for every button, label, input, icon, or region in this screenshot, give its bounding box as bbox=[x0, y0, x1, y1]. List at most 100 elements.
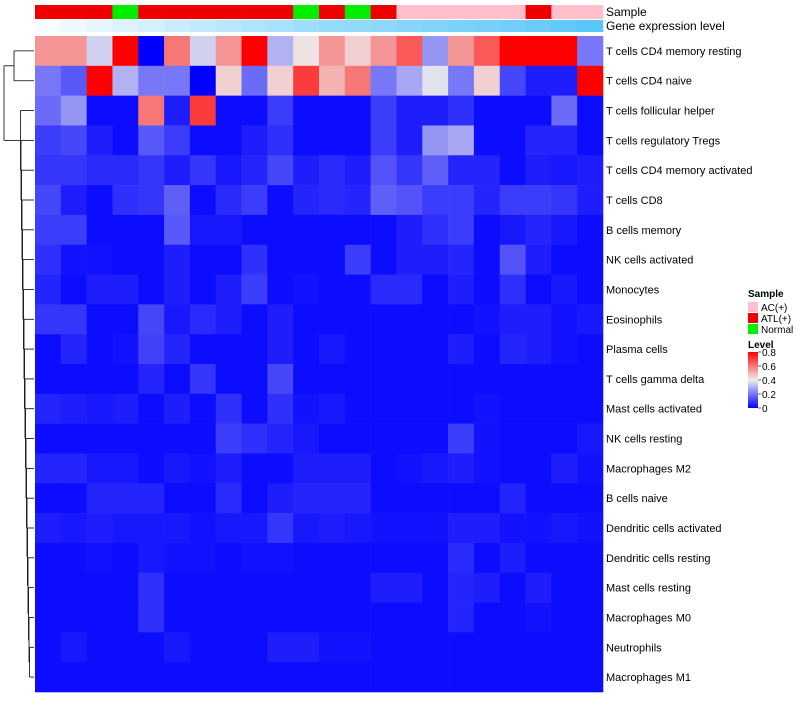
heatmap-cell bbox=[189, 125, 217, 156]
heatmap-cell bbox=[319, 125, 346, 156]
heatmap-cell bbox=[293, 632, 320, 663]
heatmap-cell bbox=[138, 602, 165, 633]
heatmap-cell bbox=[319, 185, 346, 216]
heatmap-cell bbox=[60, 185, 87, 216]
heatmap-cell bbox=[448, 65, 475, 96]
row-label: B cells naive bbox=[606, 493, 668, 505]
heatmap-cell bbox=[473, 632, 501, 663]
heatmap-cell bbox=[319, 364, 346, 395]
heatmap-cell bbox=[448, 542, 475, 574]
heatmap-cell bbox=[370, 453, 397, 484]
heatmap-cell bbox=[370, 95, 397, 126]
row-label: Neutrophils bbox=[606, 642, 662, 654]
heatmap-cell bbox=[499, 185, 526, 216]
heatmap-cell bbox=[499, 65, 526, 96]
heatmap-cell bbox=[370, 274, 397, 305]
heatmap-cell bbox=[241, 304, 268, 335]
heatmap-cell bbox=[164, 274, 191, 305]
heatmap-cell bbox=[422, 572, 449, 603]
heatmap-cell bbox=[60, 632, 87, 663]
row-label: T cells CD4 memory activated bbox=[606, 165, 753, 177]
heatmap-cell bbox=[60, 155, 87, 186]
heatmap-cell bbox=[551, 304, 578, 335]
heatmap-cell bbox=[86, 334, 113, 365]
heatmap-cell bbox=[189, 423, 217, 454]
heatmap-cell bbox=[499, 423, 526, 454]
heatmap-cell bbox=[525, 423, 552, 454]
heatmap-cell bbox=[370, 423, 397, 454]
heatmap-cell bbox=[370, 542, 397, 574]
heatmap-cell bbox=[189, 513, 217, 544]
row-label: Plasma cells bbox=[606, 344, 668, 356]
heatmap-cell bbox=[241, 602, 268, 633]
heatmap-cell bbox=[164, 513, 191, 544]
heatmap-cell bbox=[189, 662, 217, 693]
heatmap-cell bbox=[577, 95, 604, 126]
sample-annotation-cell bbox=[525, 5, 552, 19]
heatmap-cell bbox=[396, 125, 423, 156]
heatmap-cell bbox=[396, 542, 423, 574]
heatmap-cell bbox=[112, 602, 139, 633]
heatmap-cell bbox=[525, 304, 552, 335]
heatmap-cell bbox=[473, 542, 501, 574]
heatmap-cell bbox=[577, 483, 604, 514]
heatmap-cell bbox=[473, 214, 501, 246]
heatmap-cell bbox=[189, 36, 217, 67]
heatmap-cell bbox=[164, 662, 191, 693]
heatmap-cell bbox=[499, 334, 526, 365]
sample-annotation-cell bbox=[396, 5, 423, 19]
level-legend-tick-label: 0.4 bbox=[762, 376, 776, 387]
sample-annotation-title: Sample bbox=[606, 5, 647, 19]
heatmap-cell bbox=[473, 602, 501, 633]
heatmap-cell bbox=[577, 274, 604, 305]
heatmap-cell bbox=[319, 453, 346, 484]
heatmap-cell bbox=[577, 364, 604, 395]
heatmap-cell bbox=[112, 513, 139, 544]
heatmap-cell bbox=[396, 36, 423, 67]
heatmap-cell bbox=[241, 423, 268, 454]
heatmap-cell bbox=[112, 453, 139, 484]
gene-expression-annotation-cell bbox=[215, 20, 242, 32]
heatmap-cell bbox=[473, 65, 501, 96]
heatmap-cell bbox=[86, 542, 113, 574]
heatmap-cell bbox=[215, 483, 242, 514]
heatmap-cell bbox=[525, 602, 552, 633]
heatmap-cell bbox=[577, 334, 604, 365]
heatmap-cell bbox=[344, 662, 371, 693]
gene-expression-annotation-cell bbox=[499, 20, 526, 32]
heatmap-cell bbox=[241, 453, 268, 484]
heatmap-cell bbox=[215, 513, 242, 544]
heatmap-cell bbox=[215, 36, 242, 67]
heatmap-cell bbox=[319, 542, 346, 574]
heatmap-cell bbox=[189, 185, 217, 216]
heatmap-cell bbox=[525, 214, 552, 246]
heatmap-cell bbox=[112, 304, 139, 335]
heatmap-cell bbox=[267, 602, 294, 633]
heatmap-cell bbox=[267, 36, 294, 67]
heatmap-cell bbox=[164, 542, 191, 574]
heatmap-cell bbox=[112, 483, 139, 514]
heatmap-cell bbox=[35, 185, 62, 216]
heatmap-cell bbox=[241, 65, 268, 96]
heatmap-cell bbox=[215, 185, 242, 216]
heatmap-cell bbox=[112, 572, 139, 603]
heatmap-cell bbox=[525, 185, 552, 216]
level-legend: Level 0.8 0.6 0.4 0.2 0 bbox=[748, 340, 776, 415]
heatmap-cell bbox=[267, 95, 294, 126]
sample-annotation-cell bbox=[370, 5, 397, 19]
heatmap-cell bbox=[422, 513, 449, 544]
heatmap-cell bbox=[164, 244, 191, 275]
heatmap-cell bbox=[138, 185, 165, 216]
heatmap-cell bbox=[138, 632, 165, 663]
heatmap-cell bbox=[164, 36, 191, 67]
level-legend-tick-label: 0.8 bbox=[762, 348, 776, 359]
heatmap-cell bbox=[499, 632, 526, 663]
heatmap-cell bbox=[344, 304, 371, 335]
heatmap-cell bbox=[499, 393, 526, 424]
heatmap-cell bbox=[473, 483, 501, 514]
heatmap-cell bbox=[551, 125, 578, 156]
row-label: B cells memory bbox=[606, 225, 682, 237]
heatmap-cell bbox=[499, 662, 526, 693]
heatmap-cell bbox=[293, 453, 320, 484]
heatmap-cell bbox=[138, 155, 165, 186]
